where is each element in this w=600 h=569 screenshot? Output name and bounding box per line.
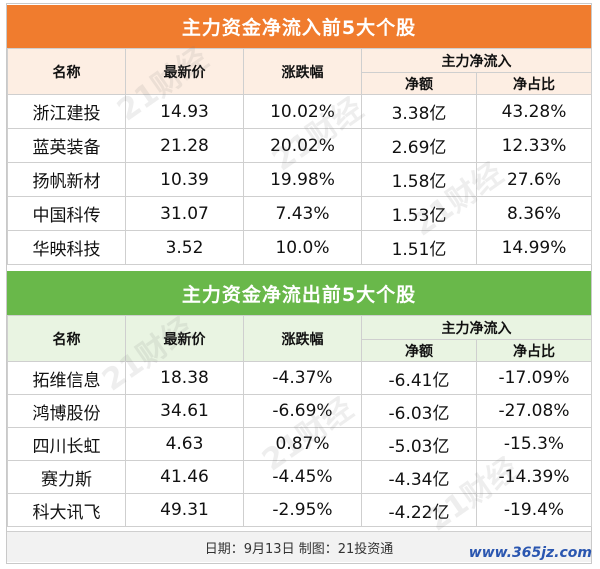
stock-change: 10.02%: [243, 94, 362, 129]
stock-change: 0.87%: [243, 427, 362, 461]
net-amount: -4.34亿: [361, 460, 477, 494]
net-amount: 1.58亿: [361, 162, 477, 197]
header-price: 最新价: [125, 48, 244, 95]
table-row: 四川长虹 4.63 0.87% -5.03亿 -15.3%: [7, 427, 592, 461]
table-row: 科大讯飞 49.31 -2.95% -4.22亿 -19.4%: [7, 493, 592, 527]
header-ratio: 净占比: [476, 72, 592, 95]
stock-name: 鸿博股份: [7, 394, 126, 428]
stock-price: 3.52: [125, 230, 244, 265]
stock-change: 20.02%: [243, 128, 362, 163]
stock-change: -6.69%: [243, 394, 362, 428]
net-ratio: -14.39%: [476, 460, 592, 494]
table-row: 浙江建投 14.93 10.02% 3.38亿 43.28%: [7, 94, 592, 129]
stock-price: 34.61: [125, 394, 244, 428]
stock-name: 蓝英装备: [7, 128, 126, 163]
net-ratio: -15.3%: [476, 427, 592, 461]
inflow-title: 主力资金净流入前5大个股: [7, 5, 591, 48]
stock-change: -2.95%: [243, 493, 362, 527]
stock-price: 41.46: [125, 460, 244, 494]
header-name: 名称: [7, 315, 126, 362]
outflow-title: 主力资金净流出前5大个股: [7, 271, 591, 315]
net-ratio: 27.6%: [476, 162, 592, 197]
stock-change: -4.45%: [243, 460, 362, 494]
stock-change: 19.98%: [243, 162, 362, 197]
stock-price: 21.28: [125, 128, 244, 163]
table-row: 华映科技 3.52 10.0% 1.51亿 14.99%: [7, 230, 592, 265]
table-frame: [6, 3, 592, 564]
header-change: 涨跌幅: [243, 315, 362, 362]
stock-name: 四川长虹: [7, 427, 126, 461]
net-amount: 2.69亿: [361, 128, 477, 163]
stock-price: 18.38: [125, 361, 244, 395]
net-ratio: 43.28%: [476, 94, 592, 129]
stock-name: 拓维信息: [7, 361, 126, 395]
table-row: 赛力斯 41.46 -4.45% -4.34亿 -14.39%: [7, 460, 592, 494]
stock-name: 浙江建投: [7, 94, 126, 129]
stock-name: 华映科技: [7, 230, 126, 265]
net-ratio: -27.08%: [476, 394, 592, 428]
header-change: 涨跌幅: [243, 48, 362, 95]
net-ratio: -19.4%: [476, 493, 592, 527]
table-row: 蓝英装备 21.28 20.02% 2.69亿 12.33%: [7, 128, 592, 163]
outflow-table: 名称 最新价 涨跌幅 主力净流入 净额 净占比 拓维信息 18.38 -4.37…: [7, 315, 592, 527]
stock-name: 中国科传: [7, 196, 126, 231]
stock-price: 10.39: [125, 162, 244, 197]
net-amount: -6.03亿: [361, 394, 477, 428]
header-name: 名称: [7, 48, 126, 95]
table-row: 鸿博股份 34.61 -6.69% -6.03亿 -27.08%: [7, 394, 592, 428]
header-net-group: 主力净流入: [361, 315, 592, 340]
stock-price: 31.07: [125, 196, 244, 231]
stock-price: 49.31: [125, 493, 244, 527]
table-row: 拓维信息 18.38 -4.37% -6.41亿 -17.09%: [7, 361, 592, 395]
net-ratio: 8.36%: [476, 196, 592, 231]
net-amount: -5.03亿: [361, 427, 477, 461]
net-ratio: 12.33%: [476, 128, 592, 163]
net-ratio: -17.09%: [476, 361, 592, 395]
net-amount: 3.38亿: [361, 94, 477, 129]
table-row: 中国科传 31.07 7.43% 1.53亿 8.36%: [7, 196, 592, 231]
header-net-group: 主力净流入: [361, 48, 592, 73]
table-row: 扬帆新材 10.39 19.98% 1.58亿 27.6%: [7, 162, 592, 197]
net-ratio: 14.99%: [476, 230, 592, 265]
stock-name: 扬帆新材: [7, 162, 126, 197]
stock-name: 赛力斯: [7, 460, 126, 494]
header-amount: 净额: [361, 339, 477, 362]
stock-price: 4.63: [125, 427, 244, 461]
footer-note: 日期：9月13日 制图：21投资通: [7, 531, 591, 562]
stock-price: 14.93: [125, 94, 244, 129]
inflow-table: 名称 最新价 涨跌幅 主力净流入 净额 净占比 浙江建投 14.93 10.02…: [7, 48, 592, 265]
net-amount: 1.51亿: [361, 230, 477, 265]
header-ratio: 净占比: [476, 339, 592, 362]
stock-name: 科大讯飞: [7, 493, 126, 527]
stock-change: 10.0%: [243, 230, 362, 265]
net-amount: -4.22亿: [361, 493, 477, 527]
net-amount: 1.53亿: [361, 196, 477, 231]
header-amount: 净额: [361, 72, 477, 95]
net-amount: -6.41亿: [361, 361, 477, 395]
stock-change: 7.43%: [243, 196, 362, 231]
site-watermark: www.365jz.com: [468, 545, 592, 561]
header-price: 最新价: [125, 315, 244, 362]
stock-change: -4.37%: [243, 361, 362, 395]
